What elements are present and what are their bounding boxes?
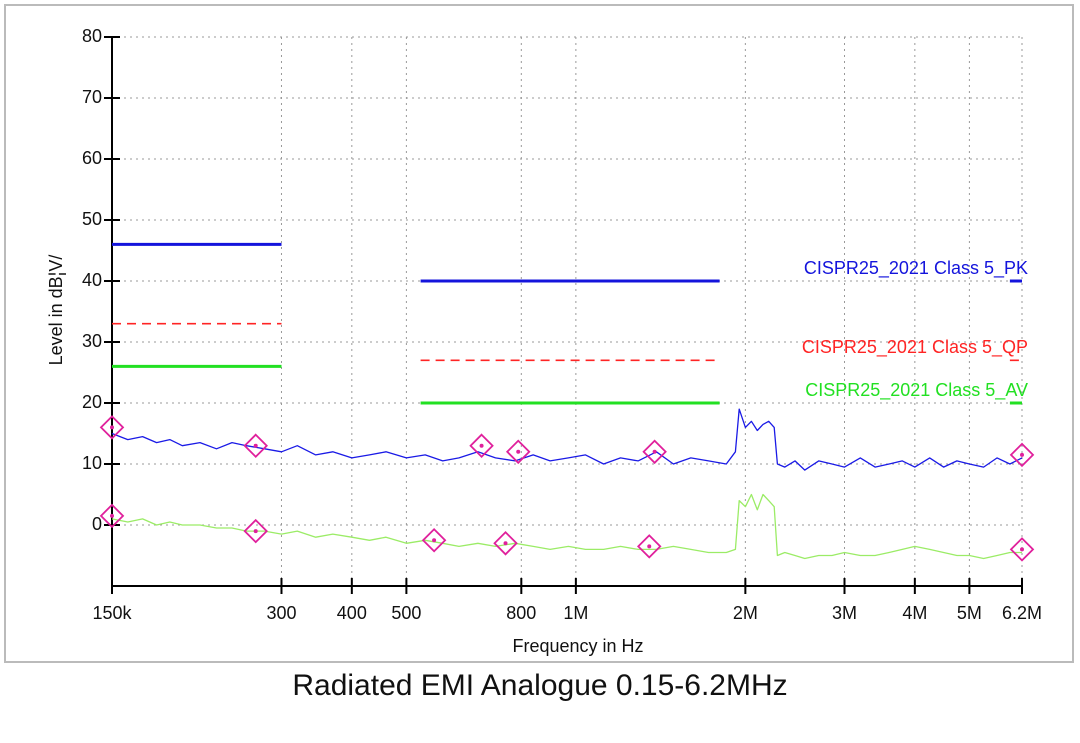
x-axis-label: Frequency in Hz [512,636,643,656]
marker [636,534,662,559]
legend-label: CISPR25_2021 Class 5_QP [802,337,1028,358]
marker-dot [253,443,258,448]
legend-label: CISPR25_2021 Class 5_AV [805,380,1028,401]
x-tick-label: 5M [957,603,982,623]
y-tick-label: 40 [82,270,102,290]
marker-dot [516,449,521,454]
marker-dot [110,513,114,518]
y-tick-label: 60 [82,148,102,168]
x-tick-label: 1M [563,603,588,623]
marker [99,503,125,529]
y-tick-label: 80 [82,26,102,46]
limit-line [112,322,1022,362]
caption: Radiated EMI Analogue 0.15-6.2MHz [292,669,787,702]
y-axis-label: Level in dB¦V/ [46,255,66,366]
x-tick-label: 800 [506,603,536,623]
x-tick-label: 3M [832,603,857,623]
legend-label: CISPR25_2021 Class 5_PK [804,258,1028,279]
marker [243,433,268,458]
marker-dot [647,544,652,549]
x-tick-label: 150k [92,603,132,623]
marker [493,531,518,556]
limit-line [112,364,1022,405]
y-tick-label: 10 [82,453,102,473]
marker-dot [479,443,484,448]
marker-dot [503,541,508,546]
marker [1009,442,1035,468]
marker-dot [1020,452,1024,457]
x-tick-label: 4M [902,603,927,623]
y-tick-label: 0 [92,514,102,534]
frame [4,4,1074,663]
x-tick-label: 300 [266,603,296,623]
x-tick-label: 500 [391,603,421,623]
marker [243,518,268,544]
limit-line [112,242,1022,283]
marker [505,439,531,465]
y-tick-label: 50 [82,209,102,229]
trace [111,408,1023,471]
marker [642,439,667,465]
marker [469,433,494,458]
marker [421,527,447,553]
marker-dot [432,538,437,543]
marker [99,415,125,440]
marker-dot [652,449,657,454]
marker-dot [253,529,258,534]
marker-dot [1020,547,1024,552]
y-tick-label: 20 [82,392,102,412]
x-tick-label: 2M [733,603,758,623]
y-tick-label: 30 [82,331,102,351]
x-tick-label: 400 [337,603,367,623]
marker [1009,537,1035,562]
marker-dot [110,425,114,430]
y-tick-label: 70 [82,87,102,107]
x-tick-label: 6.2M [1002,603,1042,623]
